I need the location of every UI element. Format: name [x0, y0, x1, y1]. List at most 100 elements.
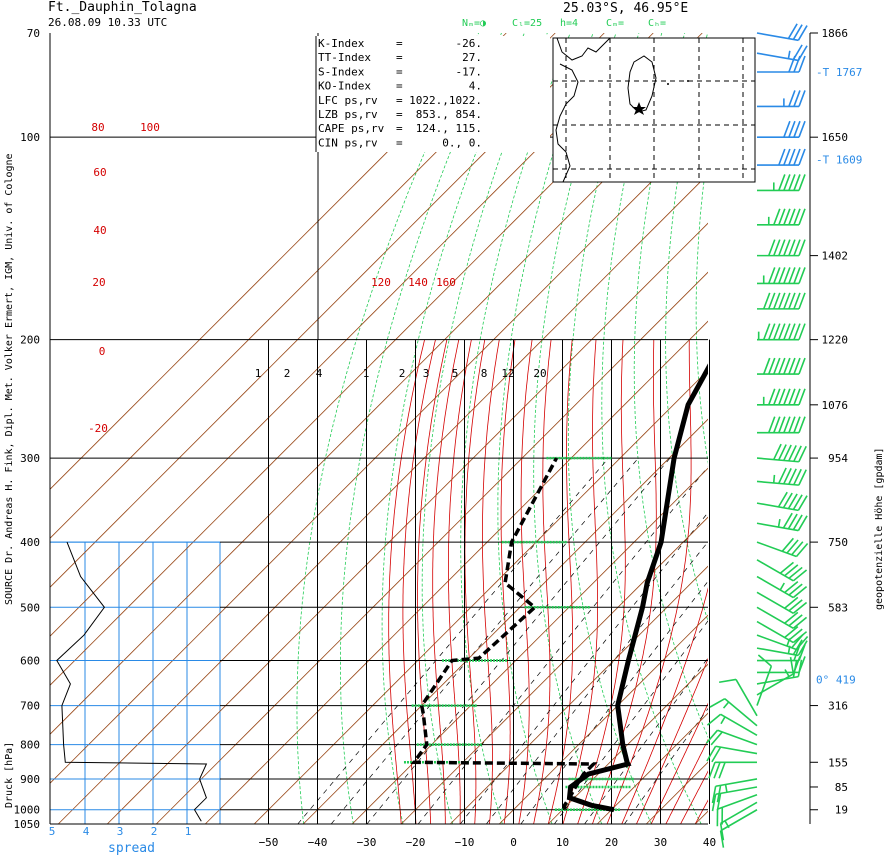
wind-barb-flag [783, 357, 791, 375]
temperature-trace [566, 363, 708, 813]
island-dot [687, 80, 689, 82]
wind-barb-flag [795, 635, 809, 651]
indices-background [316, 36, 550, 152]
moist-adiabat [650, 702, 708, 824]
wind-barb [756, 44, 808, 62]
index-label: CIN ps,rv [318, 136, 378, 149]
wind-barb [756, 512, 808, 532]
temperature-tick-label: 0 [510, 836, 517, 849]
wind-barb-flag [762, 292, 771, 310]
wind-barb-flag [783, 267, 791, 284]
wind-barb-flag [783, 292, 791, 310]
height-tick-label: 583 [828, 601, 848, 614]
wind-barb-flag [798, 148, 806, 166]
wind-barb-flag [762, 323, 771, 340]
wind-barb-flag [713, 761, 721, 779]
moist-adiabat [518, 339, 533, 824]
wind-barb-flag [778, 208, 786, 226]
wind-barb-flag [788, 323, 796, 340]
wind-barb-staff [715, 745, 758, 755]
index-value: 124., 115. [416, 122, 482, 135]
pressure-tick-label: 500 [20, 601, 40, 614]
isotherm [351, 467, 708, 824]
wind-barb-flag [778, 467, 787, 484]
source-note: SOURCE Dr. Andreas H. Fink, Dipl. Met. V… [4, 153, 15, 605]
pressure-tick-label: 800 [20, 739, 40, 752]
index-label: CAPE ps,rv [318, 122, 385, 135]
height-tick-label: 1866 [822, 27, 849, 40]
moist-adiabat [547, 339, 573, 824]
index-equals: = [396, 108, 403, 121]
wind-barb [756, 606, 808, 629]
wind-barb-flag [798, 469, 807, 486]
wind-barb-flag [793, 323, 801, 340]
wind-barb-flag [718, 761, 726, 779]
wind-barb-flag [783, 120, 791, 138]
wind-barb [756, 591, 808, 614]
index-value: 1022.,1022. [409, 94, 482, 107]
wind-barb-flag [792, 44, 803, 60]
wind-barb-flag [792, 586, 808, 599]
wind-barb-half-flag [772, 474, 776, 483]
mixing-ratio-label: 12 [501, 367, 514, 380]
wind-barb-flag [768, 239, 776, 256]
wind-barb-staff [724, 698, 758, 727]
wind-barb-staff [715, 786, 758, 796]
wind-barb-flag [782, 492, 793, 509]
wind-barb-half-flag [777, 519, 781, 528]
wind-barb [719, 678, 758, 717]
isotherm [204, 320, 708, 824]
station-star-icon [632, 102, 646, 115]
wind-barb-half-flag [779, 582, 785, 591]
wind-barb-staff [720, 809, 758, 832]
temperature-tick-label: 30 [654, 836, 667, 849]
wind-barb-flag [798, 656, 806, 673]
isotherm [498, 614, 708, 824]
wind-barb-flag [768, 416, 776, 433]
mixing-ratio-label: 4 [316, 367, 323, 380]
wind-barb [756, 620, 808, 644]
dry-adiabat-label: 40 [93, 224, 106, 237]
island-dot [667, 83, 669, 85]
moist-adiabat [417, 339, 448, 824]
temperature-tick-label: 10 [556, 836, 569, 849]
date-time: 26.08.09 10.33 UTC [48, 16, 167, 29]
wind-barb [756, 491, 808, 512]
wind-barb-flag [788, 614, 803, 627]
pressure-tick-label: 600 [20, 655, 40, 668]
height-tick-label: 155 [828, 756, 848, 769]
wind-barb-flag [768, 388, 776, 406]
index-label: LFC ps,rv [318, 94, 378, 107]
mixing-ratio-lines [297, 457, 708, 824]
wind-barb-staff [720, 801, 758, 825]
wind-barb-flag [778, 292, 786, 310]
wind-barb-flag [798, 323, 806, 340]
mixing-ratio-label: 2 [399, 367, 406, 380]
special-level-label: -T 1609 [816, 154, 862, 167]
wind-barb-flag [784, 580, 799, 594]
wind-barb-flag [777, 491, 788, 508]
wind-barb-flag [706, 713, 722, 726]
isotherm [400, 516, 708, 824]
wind-barb [719, 809, 758, 848]
moist-adiabat [432, 339, 460, 824]
wind-barb-flag [798, 208, 806, 226]
spread-tick-label: 2 [151, 825, 158, 838]
isotherm [57, 173, 708, 824]
dewpoint-trace [410, 457, 598, 810]
wind-barb-flag [778, 174, 786, 191]
wind-barb [711, 786, 758, 812]
pressure-tick-label: 700 [20, 700, 40, 713]
wind-barb-staff [756, 52, 799, 62]
moist-adiabat [665, 738, 708, 824]
wind-barb [757, 148, 806, 166]
isotherm [50, 33, 605, 588]
wind-barb-flag [792, 514, 803, 531]
wind-barb-flag [798, 445, 807, 463]
wind-barb [757, 656, 806, 674]
wind-barb-flag [711, 794, 717, 812]
mainland-coast [555, 37, 611, 183]
cloud-code-label: Nₘ=◑ [462, 18, 486, 29]
index-value: 4. [469, 80, 482, 93]
wind-barb-flag [716, 793, 722, 811]
